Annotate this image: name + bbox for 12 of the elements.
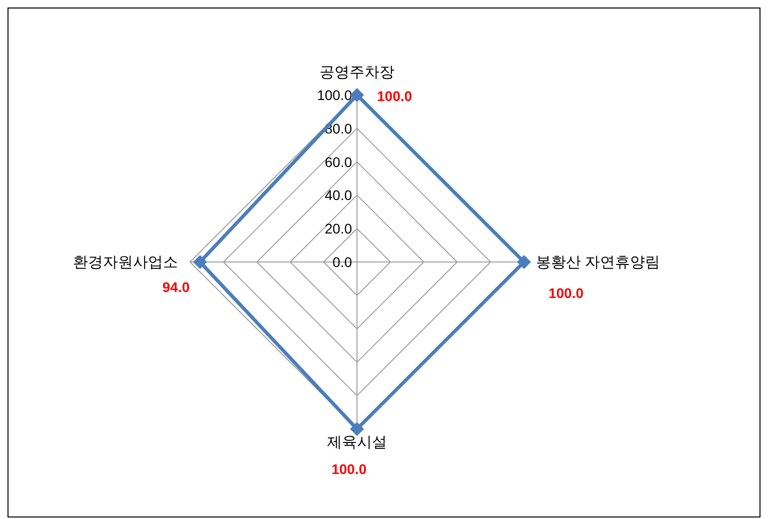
spoke-label: 제육시설 [327, 434, 387, 451]
y-tick-label: 20.0 [324, 220, 352, 237]
spoke-label: 봉황산 자연휴양림 [536, 254, 660, 271]
data-label: 100.0 [548, 285, 584, 301]
spoke-label: 환경자원사업소 [73, 254, 178, 271]
y-tick-label: 60.0 [324, 154, 352, 170]
y-tick-label: 100.0 [316, 87, 352, 103]
y-tick-label: 40.0 [324, 187, 352, 204]
y-tick-label: 0.0 [332, 254, 352, 270]
data-label: 100.0 [377, 88, 412, 104]
data-label: 94.0 [162, 279, 190, 295]
spoke-label: 공영주차장 [320, 64, 394, 81]
